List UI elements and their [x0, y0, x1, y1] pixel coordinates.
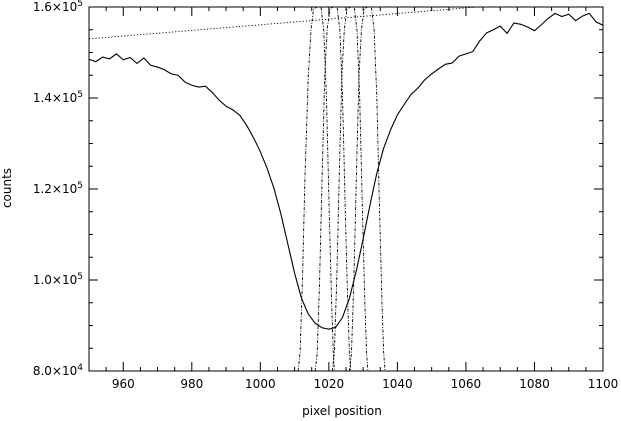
series-line-0-solid: [89, 12, 603, 330]
x-tick-label: 1000: [245, 377, 276, 391]
axes: 960 980 1000 1020 1040 1060 1080 1100 8.0×104 1.0…: [33, 0, 618, 391]
x-tick-label: 1100: [588, 377, 619, 391]
plot-frame: [88, 6, 604, 372]
y-tick-label: 1.6×105: [33, 0, 83, 14]
x-tick-label: 960: [112, 377, 135, 391]
x-tick-label: 1020: [314, 377, 345, 391]
y-axis-title: counts: [0, 168, 14, 208]
y-tick-label: 1.4×105: [33, 90, 83, 105]
y-tick-label: 1.2×105: [33, 181, 83, 196]
plot-area: [89, 7, 603, 371]
y-tick-label: 8.0×104: [33, 363, 83, 378]
x-tick-label: 980: [180, 377, 203, 391]
series-line-4-dashed: [331, 7, 369, 371]
x-tick-label: 1080: [519, 377, 550, 391]
series-line-3-dashed: [314, 7, 352, 371]
x-axis-title: pixel position: [302, 404, 382, 418]
y-tick-label: 1.0×105: [33, 272, 83, 287]
x-tick-label: 1040: [382, 377, 413, 391]
series-line-2-dashed: [297, 7, 335, 371]
series-line-5-dashed: [348, 7, 386, 371]
x-tick-label: 1060: [451, 377, 482, 391]
